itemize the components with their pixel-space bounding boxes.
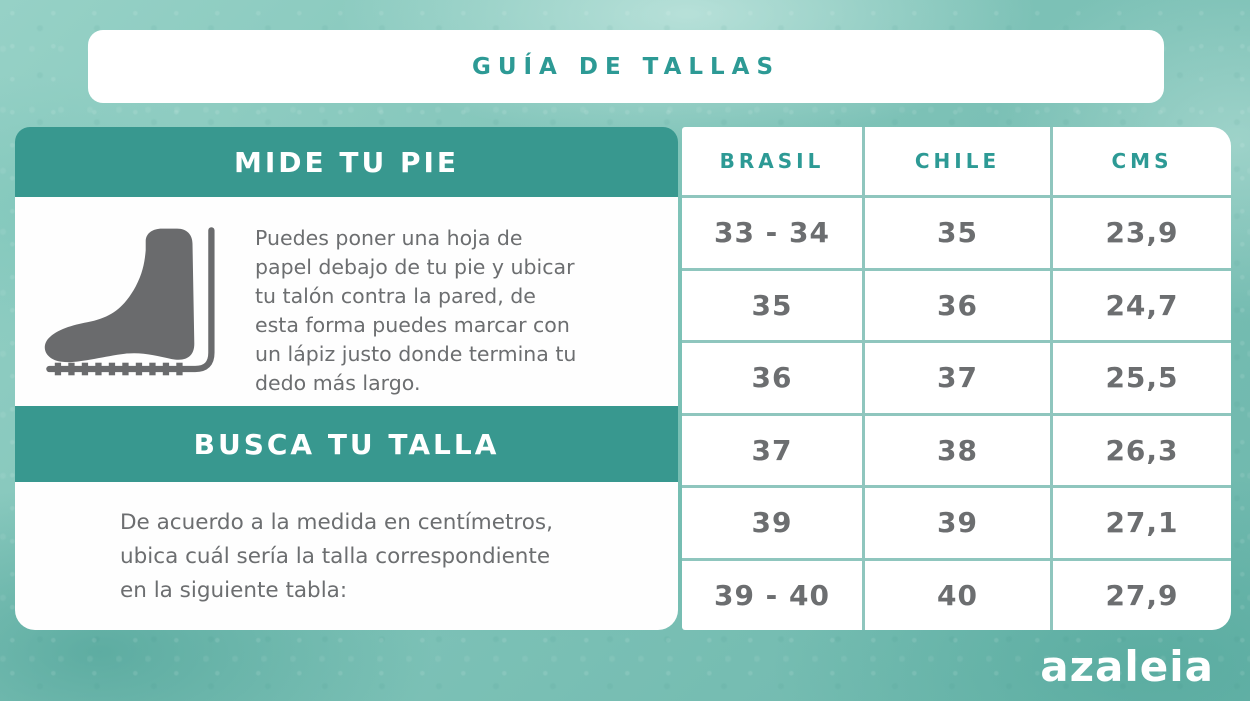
column-header-cms: CMS xyxy=(1053,127,1231,195)
foot-with-ruler-icon xyxy=(44,226,215,375)
find-section-body: De acuerdo a la medida en centímetros, u… xyxy=(15,482,678,630)
table-cell: 25,5 xyxy=(1053,343,1231,413)
find-instructions-text: De acuerdo a la medida en centímetros, u… xyxy=(120,510,553,603)
brand-logo: azaleia xyxy=(1040,642,1214,691)
table-cell: 39 - 40 xyxy=(682,560,862,630)
table-cell: 23,9 xyxy=(1053,198,1231,268)
column-header-brasil: BRASIL xyxy=(682,127,862,195)
table-cell: 35 xyxy=(865,198,1050,268)
table-cell: 24,7 xyxy=(1053,270,1231,340)
table-cell: 36 xyxy=(865,270,1050,340)
title-card: GUÍA DE TALLAS xyxy=(88,30,1164,103)
measure-section-body: Puedes poner una hoja de papel debajo de… xyxy=(15,197,678,406)
table-cell: 39 xyxy=(682,488,862,558)
find-section-heading: BUSCA TU TALLA xyxy=(193,427,500,461)
table-cell: 27,1 xyxy=(1053,488,1231,558)
table-cell: 26,3 xyxy=(1053,415,1231,485)
find-section-header: BUSCA TU TALLA xyxy=(15,406,678,482)
instructions-panel: MIDE TU PIE xyxy=(15,127,678,630)
table-cell: 27,9 xyxy=(1053,560,1231,630)
table-cell: 37 xyxy=(865,343,1050,413)
table-cell: 35 xyxy=(682,270,862,340)
column-header-chile: CHILE xyxy=(865,127,1050,195)
table-cell: 38 xyxy=(865,415,1050,485)
foot-icon-box xyxy=(15,197,253,406)
table-cell: 40 xyxy=(865,560,1050,630)
measure-section-header: MIDE TU PIE xyxy=(15,127,678,197)
table-cell: 33 - 34 xyxy=(682,198,862,268)
measure-section-heading: MIDE TU PIE xyxy=(233,145,460,179)
table-cell: 37 xyxy=(682,415,862,485)
page-title: GUÍA DE TALLAS xyxy=(471,53,781,80)
size-conversion-table: BRASIL CHILE CMS 33 - 34 35 23,9 35 36 2… xyxy=(682,127,1231,630)
ruler-line xyxy=(46,226,215,372)
table-cell: 36 xyxy=(682,343,862,413)
measure-instructions-text: Puedes poner una hoja de papel debajo de… xyxy=(255,226,577,395)
table-cell: 39 xyxy=(865,488,1050,558)
ruler-ticks xyxy=(54,362,183,375)
